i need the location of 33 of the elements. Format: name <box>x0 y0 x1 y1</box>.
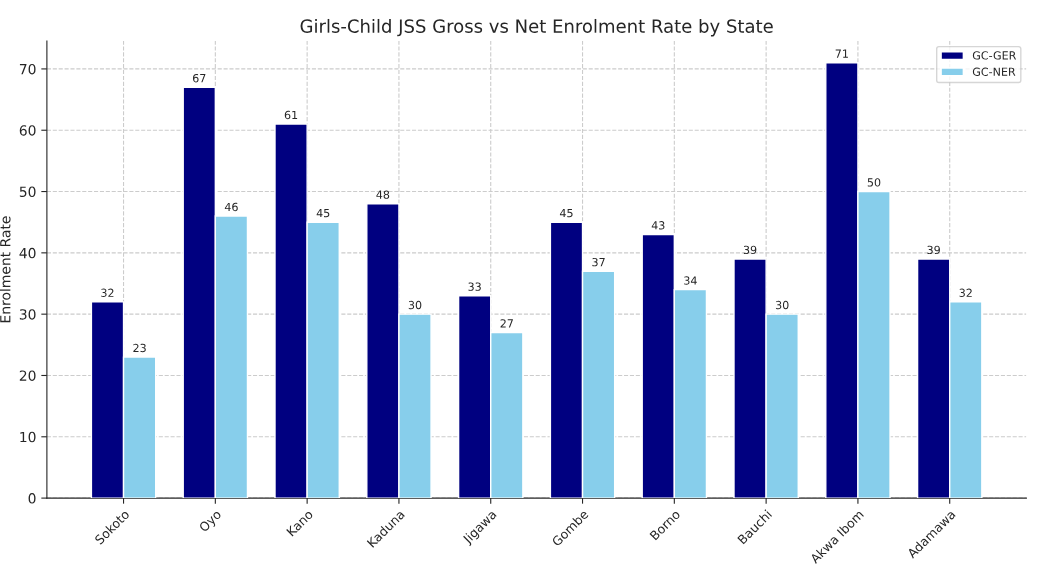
data-label: 34 <box>684 276 697 285</box>
data-label: 32 <box>959 288 972 297</box>
y-tick-label: 0 <box>28 493 36 504</box>
data-label: 45 <box>559 209 573 218</box>
data-label: 39 <box>927 245 940 255</box>
data-label: 48 <box>376 190 390 199</box>
legend-label: GC-GER <box>972 51 1017 60</box>
data-label: 50 <box>867 178 881 187</box>
data-label: 37 <box>592 257 605 267</box>
y-tick-label: 70 <box>19 63 36 75</box>
data-label: 32 <box>101 288 114 297</box>
chart-title: Girls-Child JSS Gross vs Net Enrolment Rate by State <box>300 18 773 37</box>
y-tick-label: 60 <box>19 125 36 136</box>
data-label: 43 <box>651 221 665 230</box>
data-label: 30 <box>775 300 789 310</box>
legend-label: GC-NER <box>972 67 1016 76</box>
y-tick-label: 40 <box>19 247 36 259</box>
data-label: 39 <box>743 245 757 255</box>
y-tick-label: 30 <box>19 309 36 320</box>
data-label: 71 <box>835 49 848 58</box>
y-tick-label: 10 <box>20 431 36 443</box>
data-label: 23 <box>133 343 146 353</box>
y-axis-title: Enrolment Rate <box>0 216 11 323</box>
data-label: 46 <box>224 202 238 212</box>
data-label: 33 <box>468 282 481 291</box>
y-tick-label: 20 <box>19 370 36 381</box>
data-label: 61 <box>284 110 298 120</box>
data-label: 45 <box>316 209 330 218</box>
data-label: 30 <box>408 300 422 310</box>
y-tick-label: 50 <box>19 186 36 198</box>
data-label: 67 <box>192 73 206 83</box>
x-tick-label: Oyo <box>198 509 224 535</box>
data-label: 27 <box>500 319 513 328</box>
